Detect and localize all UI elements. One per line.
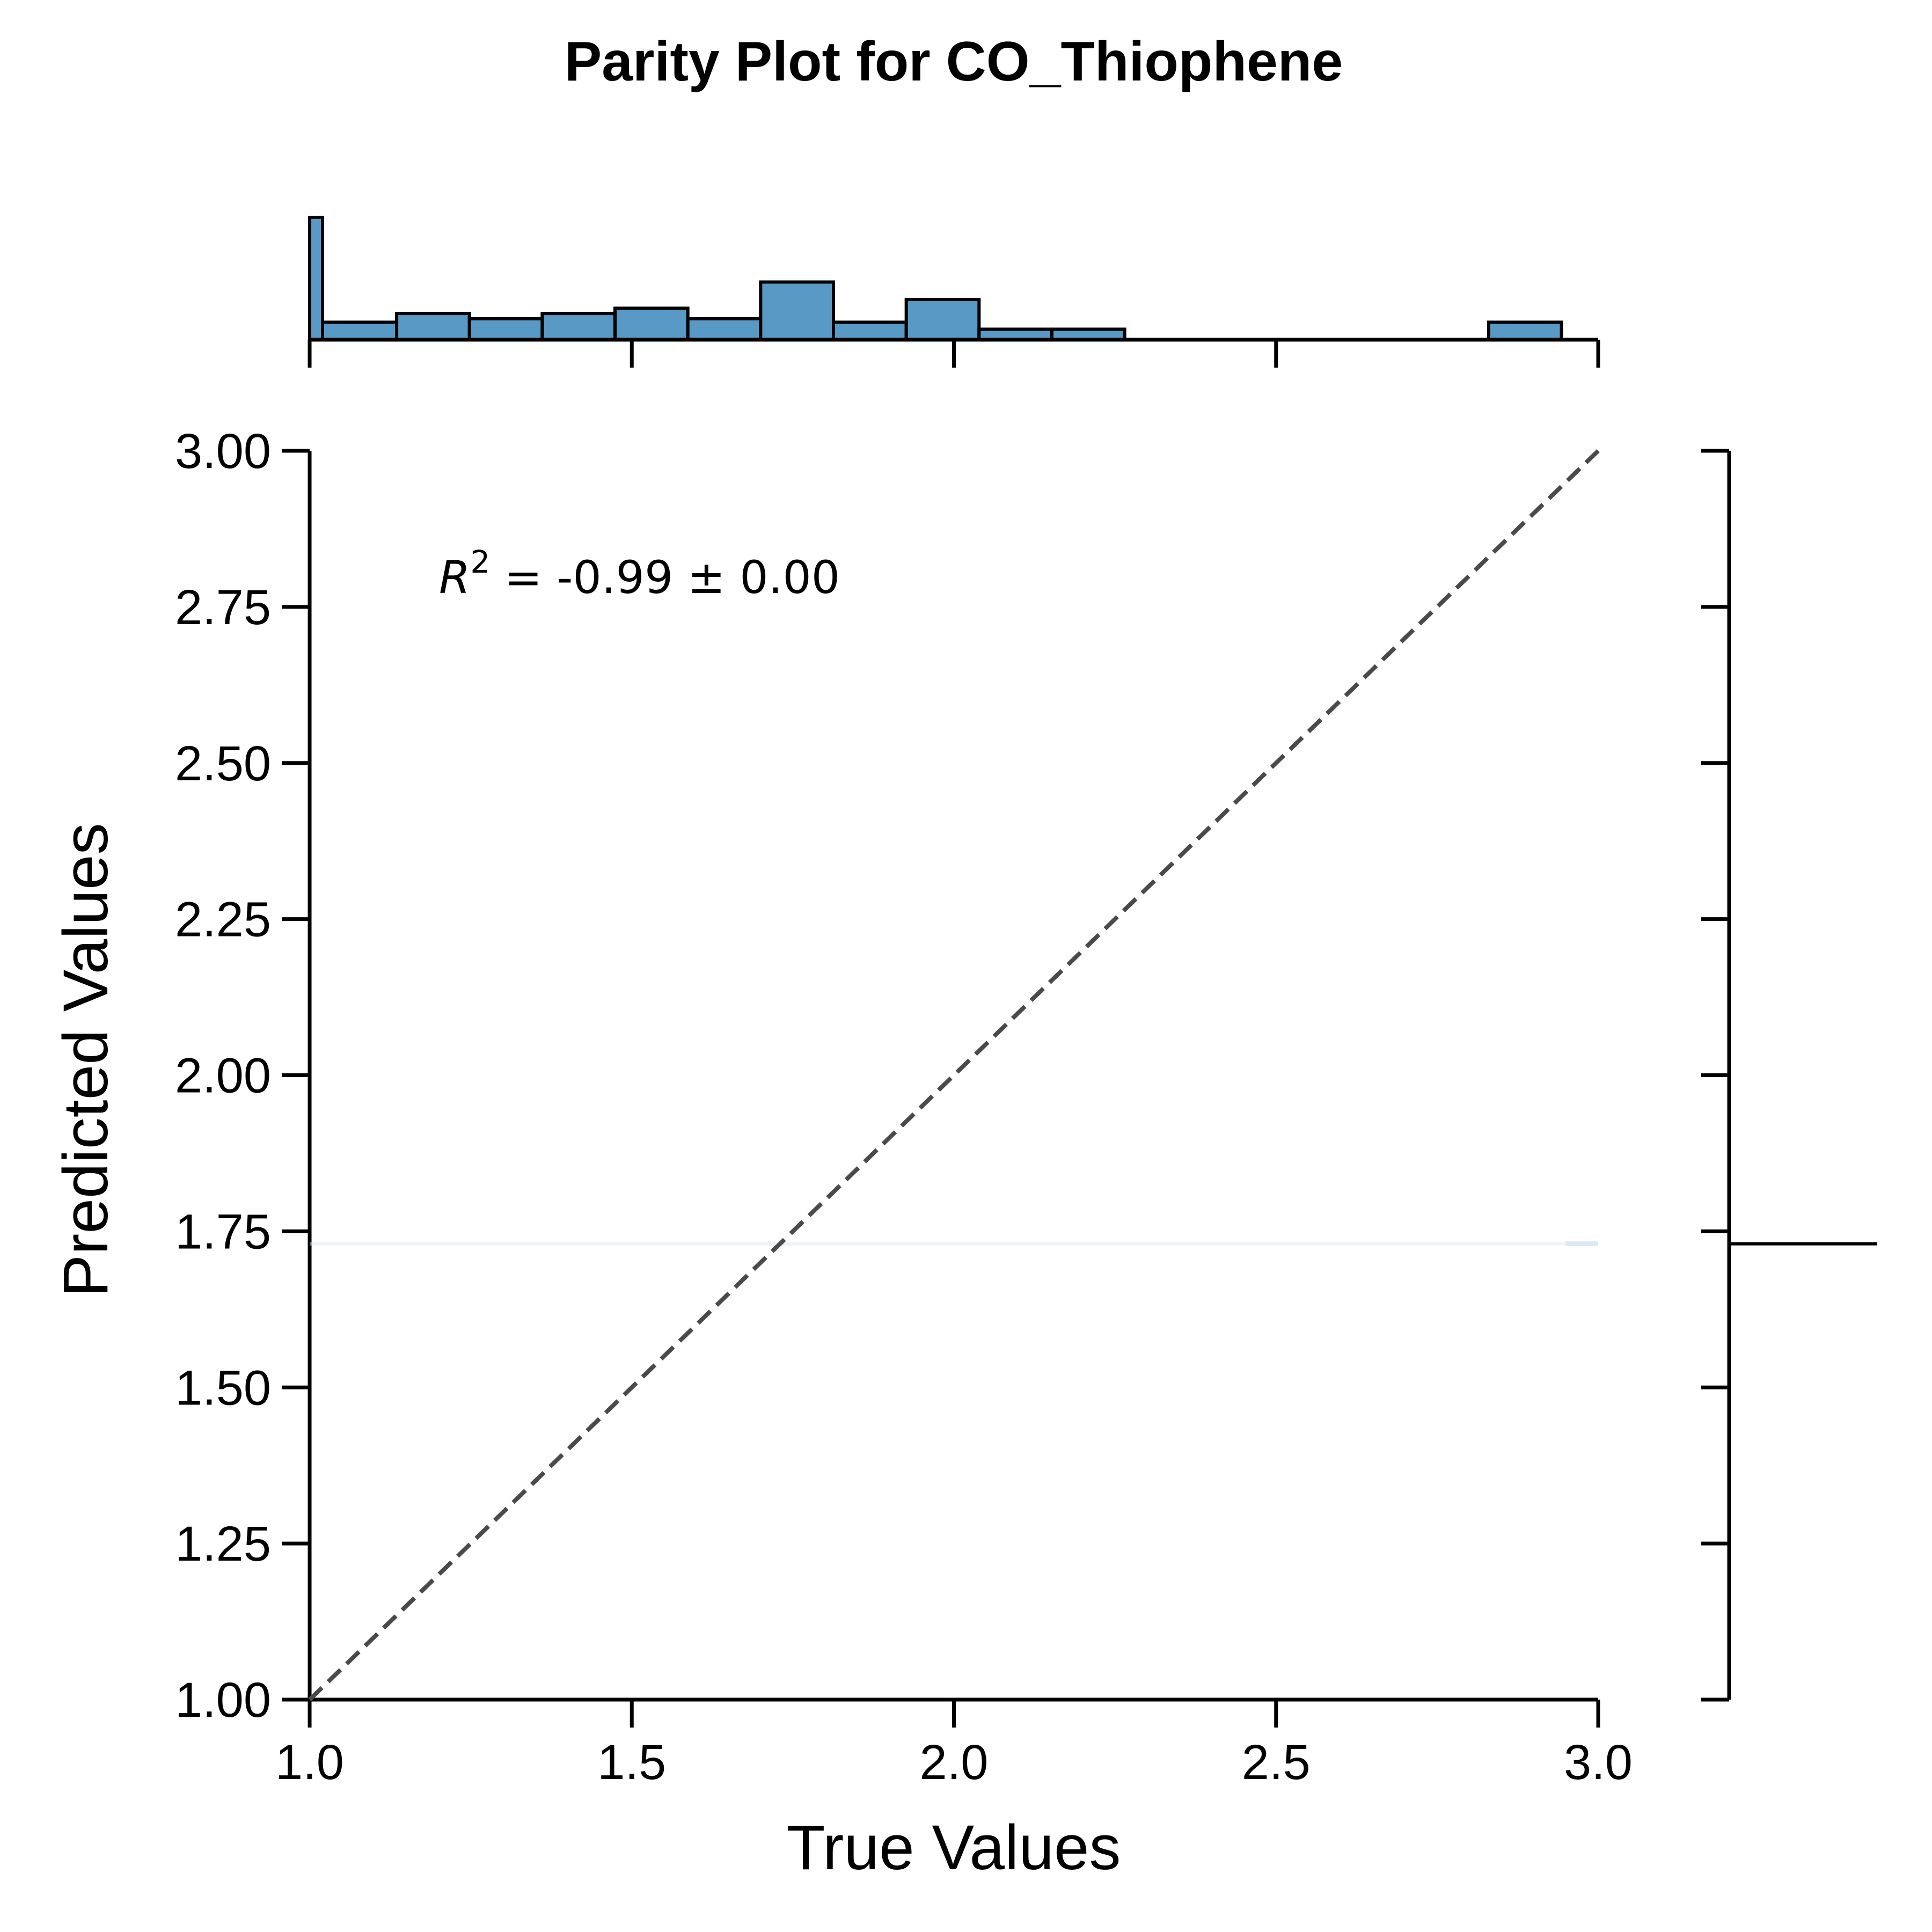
x-tick-label: 2.5 <box>1242 1735 1311 1790</box>
histogram-bar <box>613 306 690 341</box>
x-axis-label: True Values <box>786 1812 1121 1883</box>
r2-annotation: R2 = -0.99 ± 0.00 <box>439 544 840 604</box>
y-tick-label: 1.25 <box>175 1517 271 1571</box>
histogram-bar <box>686 317 763 342</box>
top-histogram <box>308 216 1563 342</box>
r2-value: = -0.99 ± 0.00 <box>490 551 840 604</box>
histogram-bar <box>308 216 325 341</box>
histogram-bar <box>904 298 981 341</box>
y-tick-label: 1.75 <box>175 1204 271 1259</box>
histogram-bar <box>1487 320 1563 342</box>
y-tick-label: 2.25 <box>175 892 271 947</box>
y-axis-label: Predicted Values <box>50 823 121 1297</box>
histogram-bar <box>540 312 617 342</box>
parity-line <box>308 449 1600 1701</box>
histogram-bar <box>832 320 908 342</box>
main-plot-content <box>308 449 1600 1701</box>
x-tick-label: 2.0 <box>920 1735 989 1790</box>
right-marginal-axis <box>1701 449 1877 1702</box>
main-plot-axes: 1.00 1.25 1.50 1.75 2.00 2.25 2.50 2.75 3.00 1.0 1… <box>175 424 1633 1790</box>
chart-title: Parity Plot for CO_Thiophene <box>565 31 1343 93</box>
histogram-bar <box>321 320 399 342</box>
histogram-bar <box>467 317 544 342</box>
y-tick-label: 1.50 <box>175 1360 271 1415</box>
histogram-bar <box>395 312 471 342</box>
r2-symbol: R <box>439 551 470 604</box>
x-tick-label: 1.0 <box>275 1735 344 1790</box>
y-tick-label: 2.75 <box>175 580 271 635</box>
y-tick-label: 2.00 <box>175 1049 271 1103</box>
y-tick-label: 2.50 <box>175 736 271 791</box>
r2-superscript: 2 <box>470 544 490 580</box>
x-tick-label: 3.0 <box>1564 1735 1633 1790</box>
top-histogram-x-axis <box>308 338 1600 368</box>
x-tick-label: 1.5 <box>597 1735 666 1790</box>
y-tick-label: 3.00 <box>175 424 271 479</box>
histogram-bar <box>759 280 836 341</box>
y-tick-label: 1.00 <box>175 1673 271 1728</box>
